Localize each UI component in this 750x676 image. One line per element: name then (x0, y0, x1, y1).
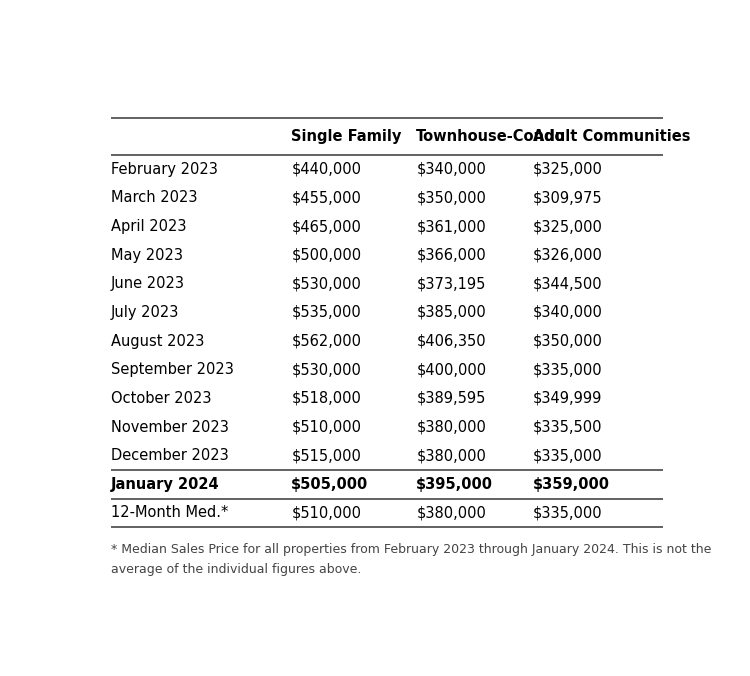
Text: $505,000: $505,000 (291, 477, 369, 491)
Text: November 2023: November 2023 (111, 420, 229, 435)
Text: $406,350: $406,350 (416, 334, 486, 349)
Text: $349,999: $349,999 (532, 391, 602, 406)
Text: Adult Communities: Adult Communities (532, 129, 690, 144)
Text: $325,000: $325,000 (532, 219, 602, 234)
Text: $400,000: $400,000 (416, 362, 487, 377)
Text: $359,000: $359,000 (532, 477, 610, 491)
Text: $380,000: $380,000 (416, 506, 486, 521)
Text: $309,975: $309,975 (532, 191, 602, 206)
Text: $395,000: $395,000 (416, 477, 494, 491)
Text: $385,000: $385,000 (416, 305, 486, 320)
Text: $350,000: $350,000 (532, 334, 602, 349)
Text: December 2023: December 2023 (111, 448, 229, 463)
Text: $500,000: $500,000 (291, 247, 362, 263)
Text: $440,000: $440,000 (291, 162, 362, 177)
Text: July 2023: July 2023 (111, 305, 179, 320)
Text: $335,000: $335,000 (532, 506, 602, 521)
Text: January 2024: January 2024 (111, 477, 220, 491)
Text: March 2023: March 2023 (111, 191, 198, 206)
Text: $455,000: $455,000 (291, 191, 362, 206)
Text: Townhouse-Condo: Townhouse-Condo (416, 129, 566, 144)
Text: $325,000: $325,000 (532, 162, 602, 177)
Text: $380,000: $380,000 (416, 448, 486, 463)
Text: * Median Sales Price for all properties from February 2023 through January 2024.: * Median Sales Price for all properties … (111, 543, 712, 556)
Text: October 2023: October 2023 (111, 391, 212, 406)
Text: $340,000: $340,000 (416, 162, 486, 177)
Text: $373,195: $373,195 (416, 276, 486, 291)
Text: $465,000: $465,000 (291, 219, 362, 234)
Text: $510,000: $510,000 (291, 506, 362, 521)
Text: $389,595: $389,595 (416, 391, 486, 406)
Text: $510,000: $510,000 (291, 420, 362, 435)
Text: $340,000: $340,000 (532, 305, 602, 320)
Text: $535,000: $535,000 (291, 305, 362, 320)
Text: average of the individual figures above.: average of the individual figures above. (111, 562, 362, 575)
Text: June 2023: June 2023 (111, 276, 185, 291)
Text: 12-Month Med.*: 12-Month Med.* (111, 506, 229, 521)
Text: $366,000: $366,000 (416, 247, 486, 263)
Text: $518,000: $518,000 (291, 391, 362, 406)
Text: $562,000: $562,000 (291, 334, 362, 349)
Text: August 2023: August 2023 (111, 334, 205, 349)
Text: April 2023: April 2023 (111, 219, 187, 234)
Text: May 2023: May 2023 (111, 247, 183, 263)
Text: $361,000: $361,000 (416, 219, 486, 234)
Text: $335,500: $335,500 (532, 420, 602, 435)
Text: $350,000: $350,000 (416, 191, 486, 206)
Text: February 2023: February 2023 (111, 162, 218, 177)
Text: $530,000: $530,000 (291, 362, 362, 377)
Text: September 2023: September 2023 (111, 362, 234, 377)
Text: $530,000: $530,000 (291, 276, 362, 291)
Text: $380,000: $380,000 (416, 420, 486, 435)
Text: $326,000: $326,000 (532, 247, 602, 263)
Text: Single Family: Single Family (291, 129, 402, 144)
Text: $335,000: $335,000 (532, 362, 602, 377)
Text: $335,000: $335,000 (532, 448, 602, 463)
Text: $344,500: $344,500 (532, 276, 602, 291)
Text: $515,000: $515,000 (291, 448, 362, 463)
